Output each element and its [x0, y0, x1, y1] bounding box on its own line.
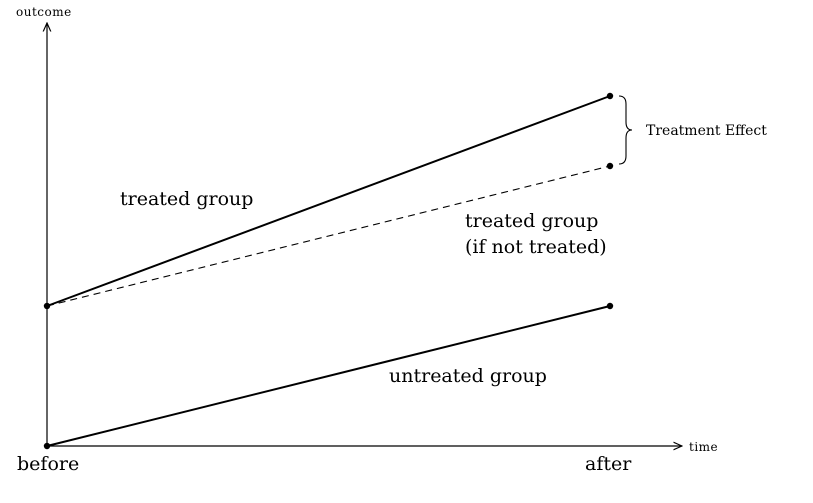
- label-untreated-group: untreated group: [389, 365, 547, 387]
- label-treatment-effect: Treatment Effect: [646, 123, 767, 139]
- series-line-untreated: [46, 305, 611, 447]
- y-axis-label: outcome: [16, 5, 72, 19]
- point-untreated-before: [43, 442, 51, 450]
- label-counterfactual-line1: treated group: [465, 210, 598, 232]
- x-axis-label: time: [689, 440, 718, 454]
- series-line-counterfactual: [46, 165, 611, 307]
- x-tick-before: before: [17, 453, 79, 475]
- point-treated-after: [606, 92, 614, 100]
- x-tick-after: after: [585, 453, 632, 475]
- point-counterfactual-after: [606, 162, 614, 170]
- label-treated-group: treated group: [120, 188, 253, 210]
- label-counterfactual-line2: (if not treated): [465, 236, 607, 258]
- point-treated-before: [43, 302, 51, 310]
- series-line-treated: [46, 95, 611, 307]
- point-untreated-after: [606, 302, 614, 310]
- treatment-effect-brace: [618, 95, 633, 165]
